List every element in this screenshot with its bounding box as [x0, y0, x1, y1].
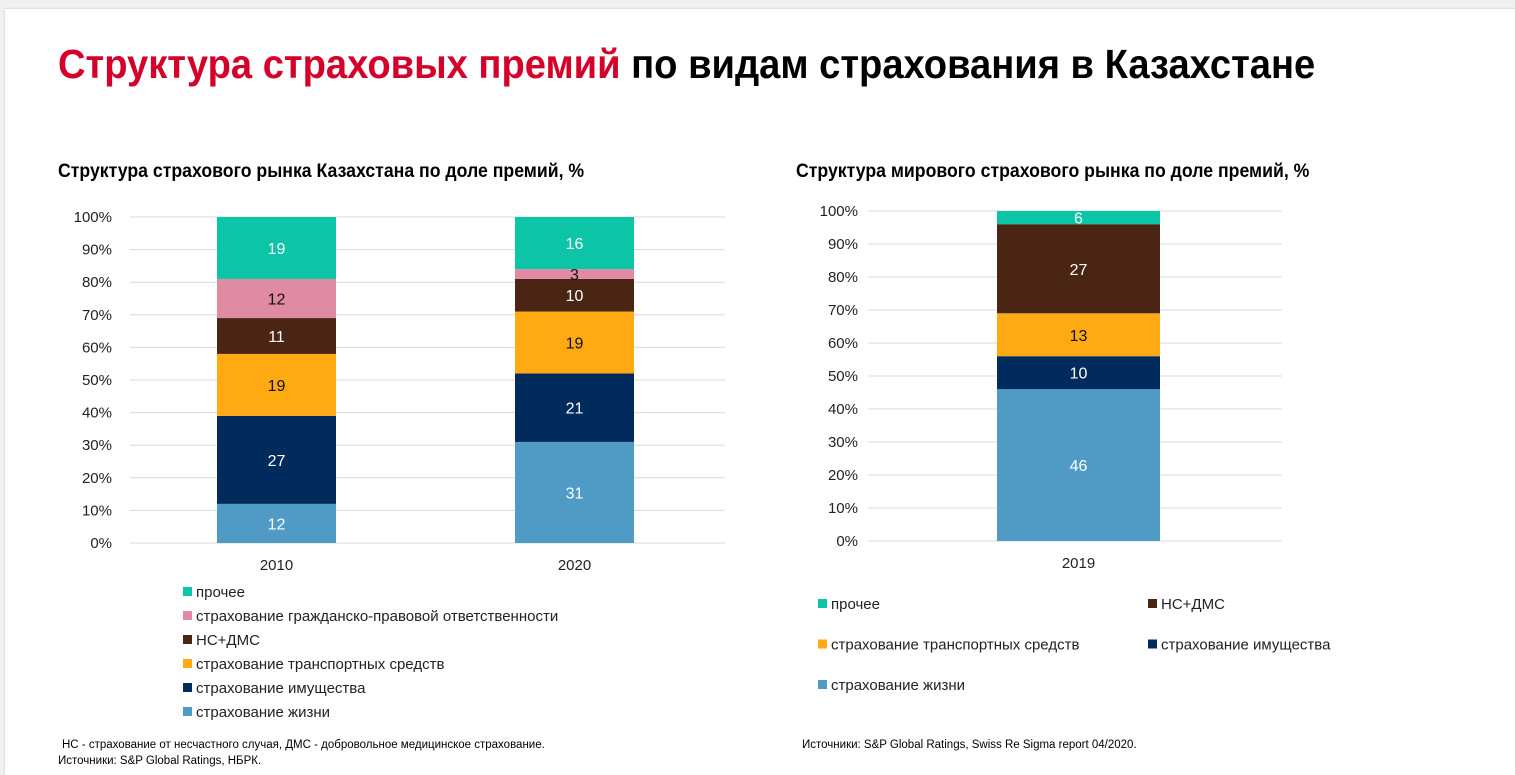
- data-label: 12: [268, 516, 286, 533]
- title-rest: по видам страхования в Казахстане: [631, 41, 1316, 87]
- bar-segment-gpo: [217, 278, 336, 319]
- bar-segment-transport: [217, 353, 336, 416]
- legend-swatch-ns: [183, 635, 192, 644]
- legend-label: НС+ДМС: [196, 632, 260, 649]
- y-tick-label: 70%: [828, 302, 858, 319]
- legend-label: страхование транспортных средств: [196, 656, 444, 673]
- page-title: Структура страховых премий по видам стра…: [58, 40, 1315, 88]
- y-tick-label: 70%: [82, 307, 112, 324]
- y-tick-label: 10%: [82, 502, 112, 519]
- y-tick-label: 90%: [82, 242, 112, 259]
- data-label: 6: [1074, 211, 1083, 228]
- legend-swatch-ns: [1148, 599, 1157, 608]
- bar-segment-imush: [515, 373, 634, 442]
- x-tick-label: 2020: [558, 557, 591, 574]
- legend-swatch-transport: [818, 639, 827, 649]
- x-tick-label: 2010: [260, 557, 293, 574]
- y-tick-label: 20%: [828, 467, 858, 484]
- footnote-sources-left: Источники: S&P Global Ratings, НБРК.: [58, 755, 262, 767]
- left-chart-title: Структура страхового рынка Казахстана по…: [58, 161, 585, 182]
- y-tick-label: 50%: [82, 372, 112, 389]
- y-tick-label: 100%: [74, 209, 112, 226]
- bar-segment-prochee: [515, 217, 634, 270]
- bar-segment-ns: [997, 224, 1160, 314]
- legend-swatch-gpo: [183, 611, 192, 620]
- legend-swatch-imush: [1148, 639, 1157, 649]
- legend-label: страхование жизни: [831, 677, 965, 694]
- legend-label: страхование имущества: [196, 680, 366, 697]
- y-tick-label: 0%: [90, 535, 112, 552]
- bar-segment-life: [217, 503, 336, 543]
- data-label: 3: [570, 267, 579, 284]
- y-tick-label: 60%: [828, 335, 858, 352]
- data-label: 11: [268, 329, 285, 346]
- legend-label: страхование имущества: [1161, 637, 1331, 654]
- data-label: 31: [566, 485, 584, 502]
- legend-swatch-prochee: [818, 599, 827, 608]
- legend-label: прочее: [831, 596, 880, 613]
- y-tick-label: 60%: [82, 339, 112, 356]
- bar-segment-life: [515, 441, 634, 543]
- legend-label: страхование гражданско-правовой ответств…: [196, 608, 558, 625]
- footnote-sources-right: Источники: S&P Global Ratings, Swiss Re …: [802, 739, 1137, 751]
- y-tick-label: 40%: [82, 405, 112, 422]
- bar-segment-imush: [997, 356, 1160, 390]
- y-tick-label: 40%: [828, 401, 858, 418]
- y-tick-label: 20%: [82, 470, 112, 487]
- legend-label: НС+ДМС: [1161, 596, 1225, 613]
- y-tick-label: 100%: [820, 203, 858, 220]
- data-label: 13: [1070, 328, 1088, 345]
- bar-segment-ns: [217, 318, 336, 354]
- bar-segment-prochee: [997, 211, 1160, 225]
- title-highlight: Структура страховых премий: [58, 41, 621, 87]
- bar-segment-imush: [217, 415, 336, 504]
- y-tick-label: 10%: [828, 500, 858, 517]
- y-tick-label: 80%: [82, 274, 112, 291]
- bar-segment-ns: [515, 278, 634, 312]
- y-tick-label: 0%: [836, 533, 858, 550]
- y-tick-label: 50%: [828, 368, 858, 385]
- bar-segment-life: [997, 389, 1160, 541]
- bar-segment-gpo: [515, 269, 634, 279]
- legend-swatch-imush: [183, 683, 192, 692]
- data-label: 10: [1070, 366, 1088, 383]
- data-label: 16: [566, 236, 584, 253]
- data-label: 10: [566, 288, 584, 305]
- data-label: 46: [1070, 458, 1088, 475]
- footnote-abbrev: НС - страхование от несчастного случая, …: [62, 739, 545, 751]
- data-label: 12: [268, 292, 286, 309]
- y-tick-label: 90%: [828, 236, 858, 253]
- bar-segment-transport: [997, 313, 1160, 357]
- data-label: 27: [1070, 262, 1088, 279]
- legend-label: страхование жизни: [196, 704, 330, 721]
- data-label: 19: [566, 336, 584, 353]
- y-tick-label: 30%: [828, 434, 858, 451]
- legend-swatch-life: [183, 707, 192, 716]
- data-label: 19: [268, 378, 286, 395]
- right-chart-title: Структура мирового страхового рынка по д…: [796, 161, 1310, 182]
- x-tick-label: 2019: [1062, 555, 1095, 572]
- legend-label: прочее: [196, 584, 245, 601]
- legend-label: страхование транспортных средств: [831, 637, 1079, 654]
- data-label: 19: [268, 241, 286, 258]
- y-tick-label: 80%: [828, 269, 858, 286]
- data-label: 27: [268, 453, 286, 470]
- legend-swatch-prochee: [183, 587, 192, 596]
- legend-swatch-transport: [183, 659, 192, 668]
- y-tick-label: 30%: [82, 437, 112, 454]
- bar-segment-transport: [515, 311, 634, 374]
- data-label: 21: [566, 401, 584, 418]
- bar-segment-prochee: [217, 217, 336, 279]
- legend-swatch-life: [818, 680, 827, 689]
